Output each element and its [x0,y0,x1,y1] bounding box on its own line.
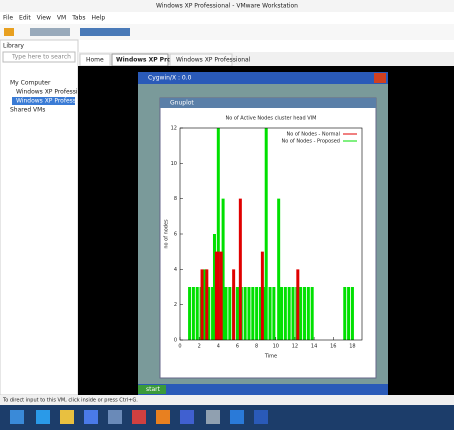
x-tick-label: 10 [273,344,279,350]
taskbar-icon[interactable] [132,410,146,424]
search-placeholder: Type here to search [11,54,71,61]
window-title: Windows XP Professional - VMware Worksta… [156,3,298,10]
y-tick-label: 8 [174,196,177,202]
taskbar-icon[interactable] [10,410,24,424]
tree-item[interactable]: My Computer [10,80,51,87]
close-button[interactable] [374,73,386,83]
menu-item[interactable]: Edit [19,15,31,22]
x-tick-label: 18 [349,344,355,350]
taskbar-icon[interactable] [254,410,268,424]
tree-item[interactable]: Windows XP Professio [16,98,82,105]
toolbar-icon[interactable] [30,28,70,36]
taskbar-icon[interactable] [84,410,98,424]
x-tick-label: 12 [292,344,298,350]
y-axis-label: no of nodes [164,219,170,249]
guest-taskbar [138,384,388,395]
menu-item[interactable]: View [37,15,51,22]
x-tick-label: 0 [178,344,181,350]
menu-item[interactable]: File [3,15,13,22]
menu-item[interactable]: Tabs [71,15,85,22]
y-tick-label: 0 [174,338,177,344]
page: {"window":{"title":"Windows XP Professio… [0,0,454,430]
tree-item[interactable]: Shared VMs [10,107,45,114]
legend-label: No of Nodes - Proposed [282,139,340,145]
tree-item[interactable]: Windows XP Professio [16,89,82,96]
tab-label: Windows XP Professional [176,57,251,64]
library-title: Library [3,43,24,50]
toolbar-icon[interactable] [4,28,14,36]
tab-label: Home [86,57,104,64]
cygwin-title: Cygwin/X : 0.0 [148,75,192,82]
taskbar-icon[interactable] [206,410,220,424]
x-tick-label: 14 [311,344,317,350]
legend-label: No of Nodes - Normal [286,132,340,138]
y-tick-label: 12 [171,126,177,132]
x-tick-label: 16 [330,344,336,350]
y-tick-label: 10 [171,161,177,167]
taskbar-icon[interactable] [36,410,50,424]
x-tick-label: 6 [236,344,239,350]
toolbar-icon[interactable] [80,28,130,36]
start-label: start [146,386,161,393]
x-axis-label: Time [264,354,277,360]
menu-item[interactable]: Help [92,15,106,22]
y-tick-label: 6 [174,232,177,238]
taskbar-icon[interactable] [108,410,122,424]
screen: Windows XP Professional - VMware Worksta… [0,0,454,430]
status-text: To direct input to this VM, click inside… [2,398,138,404]
x-tick-label: 4 [217,344,220,350]
x-tick-label: 8 [255,344,258,350]
taskbar-icon[interactable] [230,410,244,424]
y-tick-label: 2 [174,302,177,308]
taskbar-icon[interactable] [180,410,194,424]
menu-item[interactable]: VM [57,15,66,22]
gnuplot-title: Gnuplot [170,100,194,107]
menu-bar: File Edit View VM Tabs Help [3,15,105,22]
y-tick-label: 4 [174,267,177,273]
x-tick-label: 2 [198,344,201,350]
taskbar-icon[interactable] [60,410,74,424]
taskbar-icon[interactable] [156,410,170,424]
chart-title: No of Active Nodes cluster head VIM [226,116,317,122]
